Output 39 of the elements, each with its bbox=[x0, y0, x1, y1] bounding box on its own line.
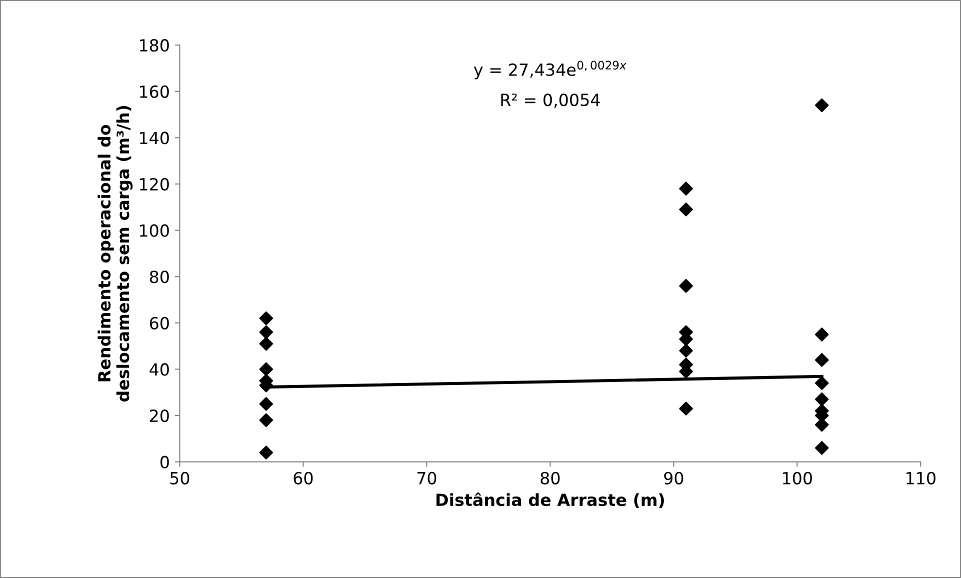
x-tick-label: 100 bbox=[783, 472, 812, 484]
x-axis-title: Distância de Arraste (m) bbox=[436, 492, 664, 508]
point bbox=[679, 402, 693, 416]
y-tick-label: 100 bbox=[140, 224, 169, 237]
point bbox=[814, 376, 829, 390]
point bbox=[259, 446, 274, 460]
x-tick-label: 80 bbox=[540, 472, 560, 484]
point bbox=[814, 328, 829, 342]
point bbox=[259, 325, 274, 340]
y-tick-label: 60 bbox=[150, 316, 169, 330]
y-tick-label: 40 bbox=[150, 363, 169, 376]
x-tick-label: 110 bbox=[906, 472, 936, 484]
point bbox=[679, 278, 693, 293]
point bbox=[679, 344, 693, 358]
y-tick-label: 180 bbox=[140, 39, 169, 52]
y-tick-label: 160 bbox=[140, 85, 169, 98]
point bbox=[814, 441, 829, 455]
y-tick-label: 120 bbox=[140, 178, 169, 191]
y-axis-title: Rendimento operacional do deslocamento sem carga (m³/h) bbox=[98, 106, 133, 402]
x-tick-label: 90 bbox=[664, 472, 684, 484]
point bbox=[259, 336, 274, 351]
point bbox=[814, 353, 829, 367]
y-tick-label: 140 bbox=[140, 132, 169, 144]
point bbox=[679, 202, 693, 216]
point bbox=[679, 182, 693, 196]
point bbox=[259, 413, 274, 428]
y-tick-label: 20 bbox=[150, 409, 169, 422]
annotation: R² = 0,0054 bbox=[501, 94, 600, 108]
annotation: y = 27,434e$^{0,0029x}$ bbox=[474, 60, 626, 80]
point bbox=[814, 392, 829, 406]
x-tick-label: 60 bbox=[294, 472, 313, 484]
point bbox=[259, 397, 274, 411]
point bbox=[259, 311, 274, 326]
y-tick-label: 0 bbox=[160, 456, 169, 468]
x-tick-label: 50 bbox=[170, 472, 190, 484]
point bbox=[814, 98, 829, 112]
point bbox=[259, 362, 274, 376]
x-tick-label: 70 bbox=[417, 472, 436, 484]
y-tick-label: 80 bbox=[150, 270, 169, 284]
